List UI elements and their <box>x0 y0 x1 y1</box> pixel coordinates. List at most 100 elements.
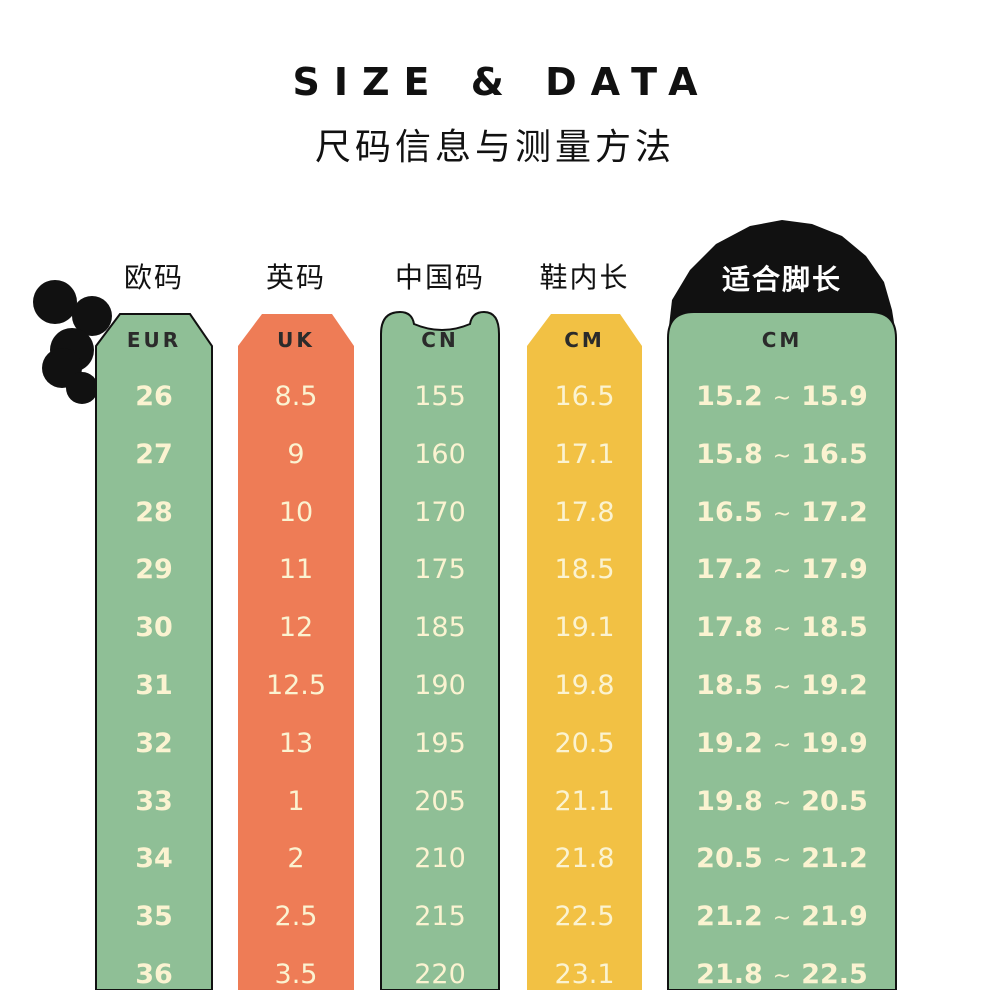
fit-min: 19.8 <box>696 785 763 817</box>
insole-cell: 17.8 <box>554 496 615 528</box>
uk-cell: 11 <box>278 554 314 586</box>
fit-range-row: 15.8 ~16.5 <box>668 426 896 484</box>
cn-cell: 155 <box>414 381 466 412</box>
fit-min: 18.5 <box>696 669 763 701</box>
insole-unit-header: CM <box>564 328 605 352</box>
fit-range-row: 15.2 ~15.9 <box>668 368 896 426</box>
insole-column-bg <box>527 314 642 990</box>
cn-cell: 195 <box>414 727 466 759</box>
eur-cell: 35 <box>135 901 173 933</box>
uk-cell: 10 <box>278 496 314 528</box>
insole-cell: 19.8 <box>554 669 615 701</box>
insole-cell: 20.5 <box>554 727 615 759</box>
fit-range-row: 21.2 ~21.9 <box>668 888 896 946</box>
fit-tilde: ~ <box>772 963 792 989</box>
fit-max: 22.5 <box>801 958 868 990</box>
fit-column: 15.2 ~15.9 15.8 ~16.5 16.5 ~17.2 17.2 ~17.9 … <box>668 368 896 1004</box>
uk-cell: 1 <box>287 785 305 817</box>
cn-cell: 210 <box>414 843 466 875</box>
cn-cell: 175 <box>414 554 466 586</box>
cn-cell: 185 <box>414 612 466 644</box>
cn-cell: 220 <box>414 958 466 990</box>
uk-column: 8.5 9 10 11 12 12.5 13 1 2 2.5 3.5 <box>238 368 354 1004</box>
insole-column-label: 鞋内长 <box>539 261 630 294</box>
uk-column-label: 英码 <box>265 261 326 294</box>
fit-tilde: ~ <box>772 443 792 469</box>
cn-column-bg <box>380 310 500 990</box>
insole-cell: 17.1 <box>554 438 615 470</box>
uk-cell: 2.5 <box>274 901 318 933</box>
cn-cell: 190 <box>414 669 466 701</box>
fit-max: 16.5 <box>801 438 868 470</box>
fit-range-row: 18.5 ~19.2 <box>668 657 896 715</box>
uk-cell: 8.5 <box>274 381 318 412</box>
fit-max: 18.5 <box>801 612 868 644</box>
fit-range-row: 17.8 ~18.5 <box>668 599 896 657</box>
decorative-hexagon-cluster-icon <box>33 280 112 404</box>
eur-cell: 31 <box>135 669 173 701</box>
fit-tilde: ~ <box>772 790 792 816</box>
eur-cell: 34 <box>135 843 173 875</box>
fit-tilde: ~ <box>772 732 792 758</box>
uk-cell: 12 <box>278 612 314 644</box>
eur-cell: 36 <box>135 958 173 990</box>
fit-min: 21.2 <box>696 901 763 933</box>
cn-cell: 160 <box>414 438 466 470</box>
fit-min: 16.5 <box>696 496 763 528</box>
eur-unit-header: EUR <box>126 328 182 352</box>
fit-range-row: 19.8 ~20.5 <box>668 773 896 831</box>
fit-tilde: ~ <box>772 848 792 874</box>
eur-cell: 28 <box>135 496 173 528</box>
fit-column-bg <box>667 311 897 990</box>
eur-cell: 32 <box>135 727 173 759</box>
fit-min: 17.8 <box>696 612 763 644</box>
fit-max: 21.9 <box>801 901 868 933</box>
eur-column: 26 27 28 29 30 31 32 33 34 35 36 <box>96 368 212 1004</box>
fit-tilde: ~ <box>772 674 792 700</box>
fit-max: 19.9 <box>801 727 868 759</box>
fit-range-row: 16.5 ~17.2 <box>668 484 896 542</box>
insole-cell: 19.1 <box>554 612 615 644</box>
fit-min: 15.2 <box>696 381 763 412</box>
fit-tilde: ~ <box>772 386 792 411</box>
fit-max: 19.2 <box>801 669 868 701</box>
page-title-cn: 尺码信息与测量方法 <box>314 127 675 168</box>
fit-range-row: 21.8 ~22.5 <box>668 946 896 1004</box>
eur-cell: 26 <box>135 381 173 412</box>
fit-header-blob <box>668 220 896 335</box>
fit-max: 15.9 <box>801 381 868 412</box>
fit-min: 21.8 <box>696 958 763 990</box>
eur-cell: 27 <box>135 438 173 470</box>
fit-unit-header: CM <box>761 328 803 352</box>
eur-cell: 30 <box>135 612 173 644</box>
page-title-en: SIZE & DATA <box>292 60 712 104</box>
cn-cell: 215 <box>414 901 466 933</box>
uk-cell: 12.5 <box>265 669 327 701</box>
fit-min: 17.2 <box>696 554 763 586</box>
insole-cell: 16.5 <box>554 381 615 412</box>
uk-cell: 13 <box>278 727 314 759</box>
uk-cell: 9 <box>287 438 305 470</box>
cn-column-label: 中国码 <box>394 261 485 294</box>
fit-tilde: ~ <box>772 559 792 585</box>
fit-min: 20.5 <box>696 843 763 875</box>
fit-column-label: 适合脚长 <box>721 263 842 296</box>
fit-tilde: ~ <box>772 501 792 527</box>
fit-tilde: ~ <box>772 617 792 643</box>
cn-cell: 205 <box>414 785 466 817</box>
uk-unit-header: UK <box>277 328 315 352</box>
cn-cell: 170 <box>414 496 466 528</box>
fit-range-row: 19.2 ~19.9 <box>668 715 896 773</box>
uk-cell: 2 <box>287 843 305 875</box>
cn-column: 155 160 170 175 185 190 195 205 210 215 … <box>381 368 499 1004</box>
insole-column: 16.5 17.1 17.8 18.5 19.1 19.8 20.5 21.1 … <box>527 368 642 1004</box>
fit-max: 20.5 <box>801 785 868 817</box>
insole-cell: 21.8 <box>554 843 615 875</box>
fit-min: 19.2 <box>696 727 763 759</box>
fit-min: 15.8 <box>696 438 763 470</box>
fit-range-row: 20.5 ~21.2 <box>668 830 896 888</box>
fit-range-row: 17.2 ~17.9 <box>668 541 896 599</box>
eur-column-bg <box>95 313 213 990</box>
eur-cell: 29 <box>135 554 173 586</box>
